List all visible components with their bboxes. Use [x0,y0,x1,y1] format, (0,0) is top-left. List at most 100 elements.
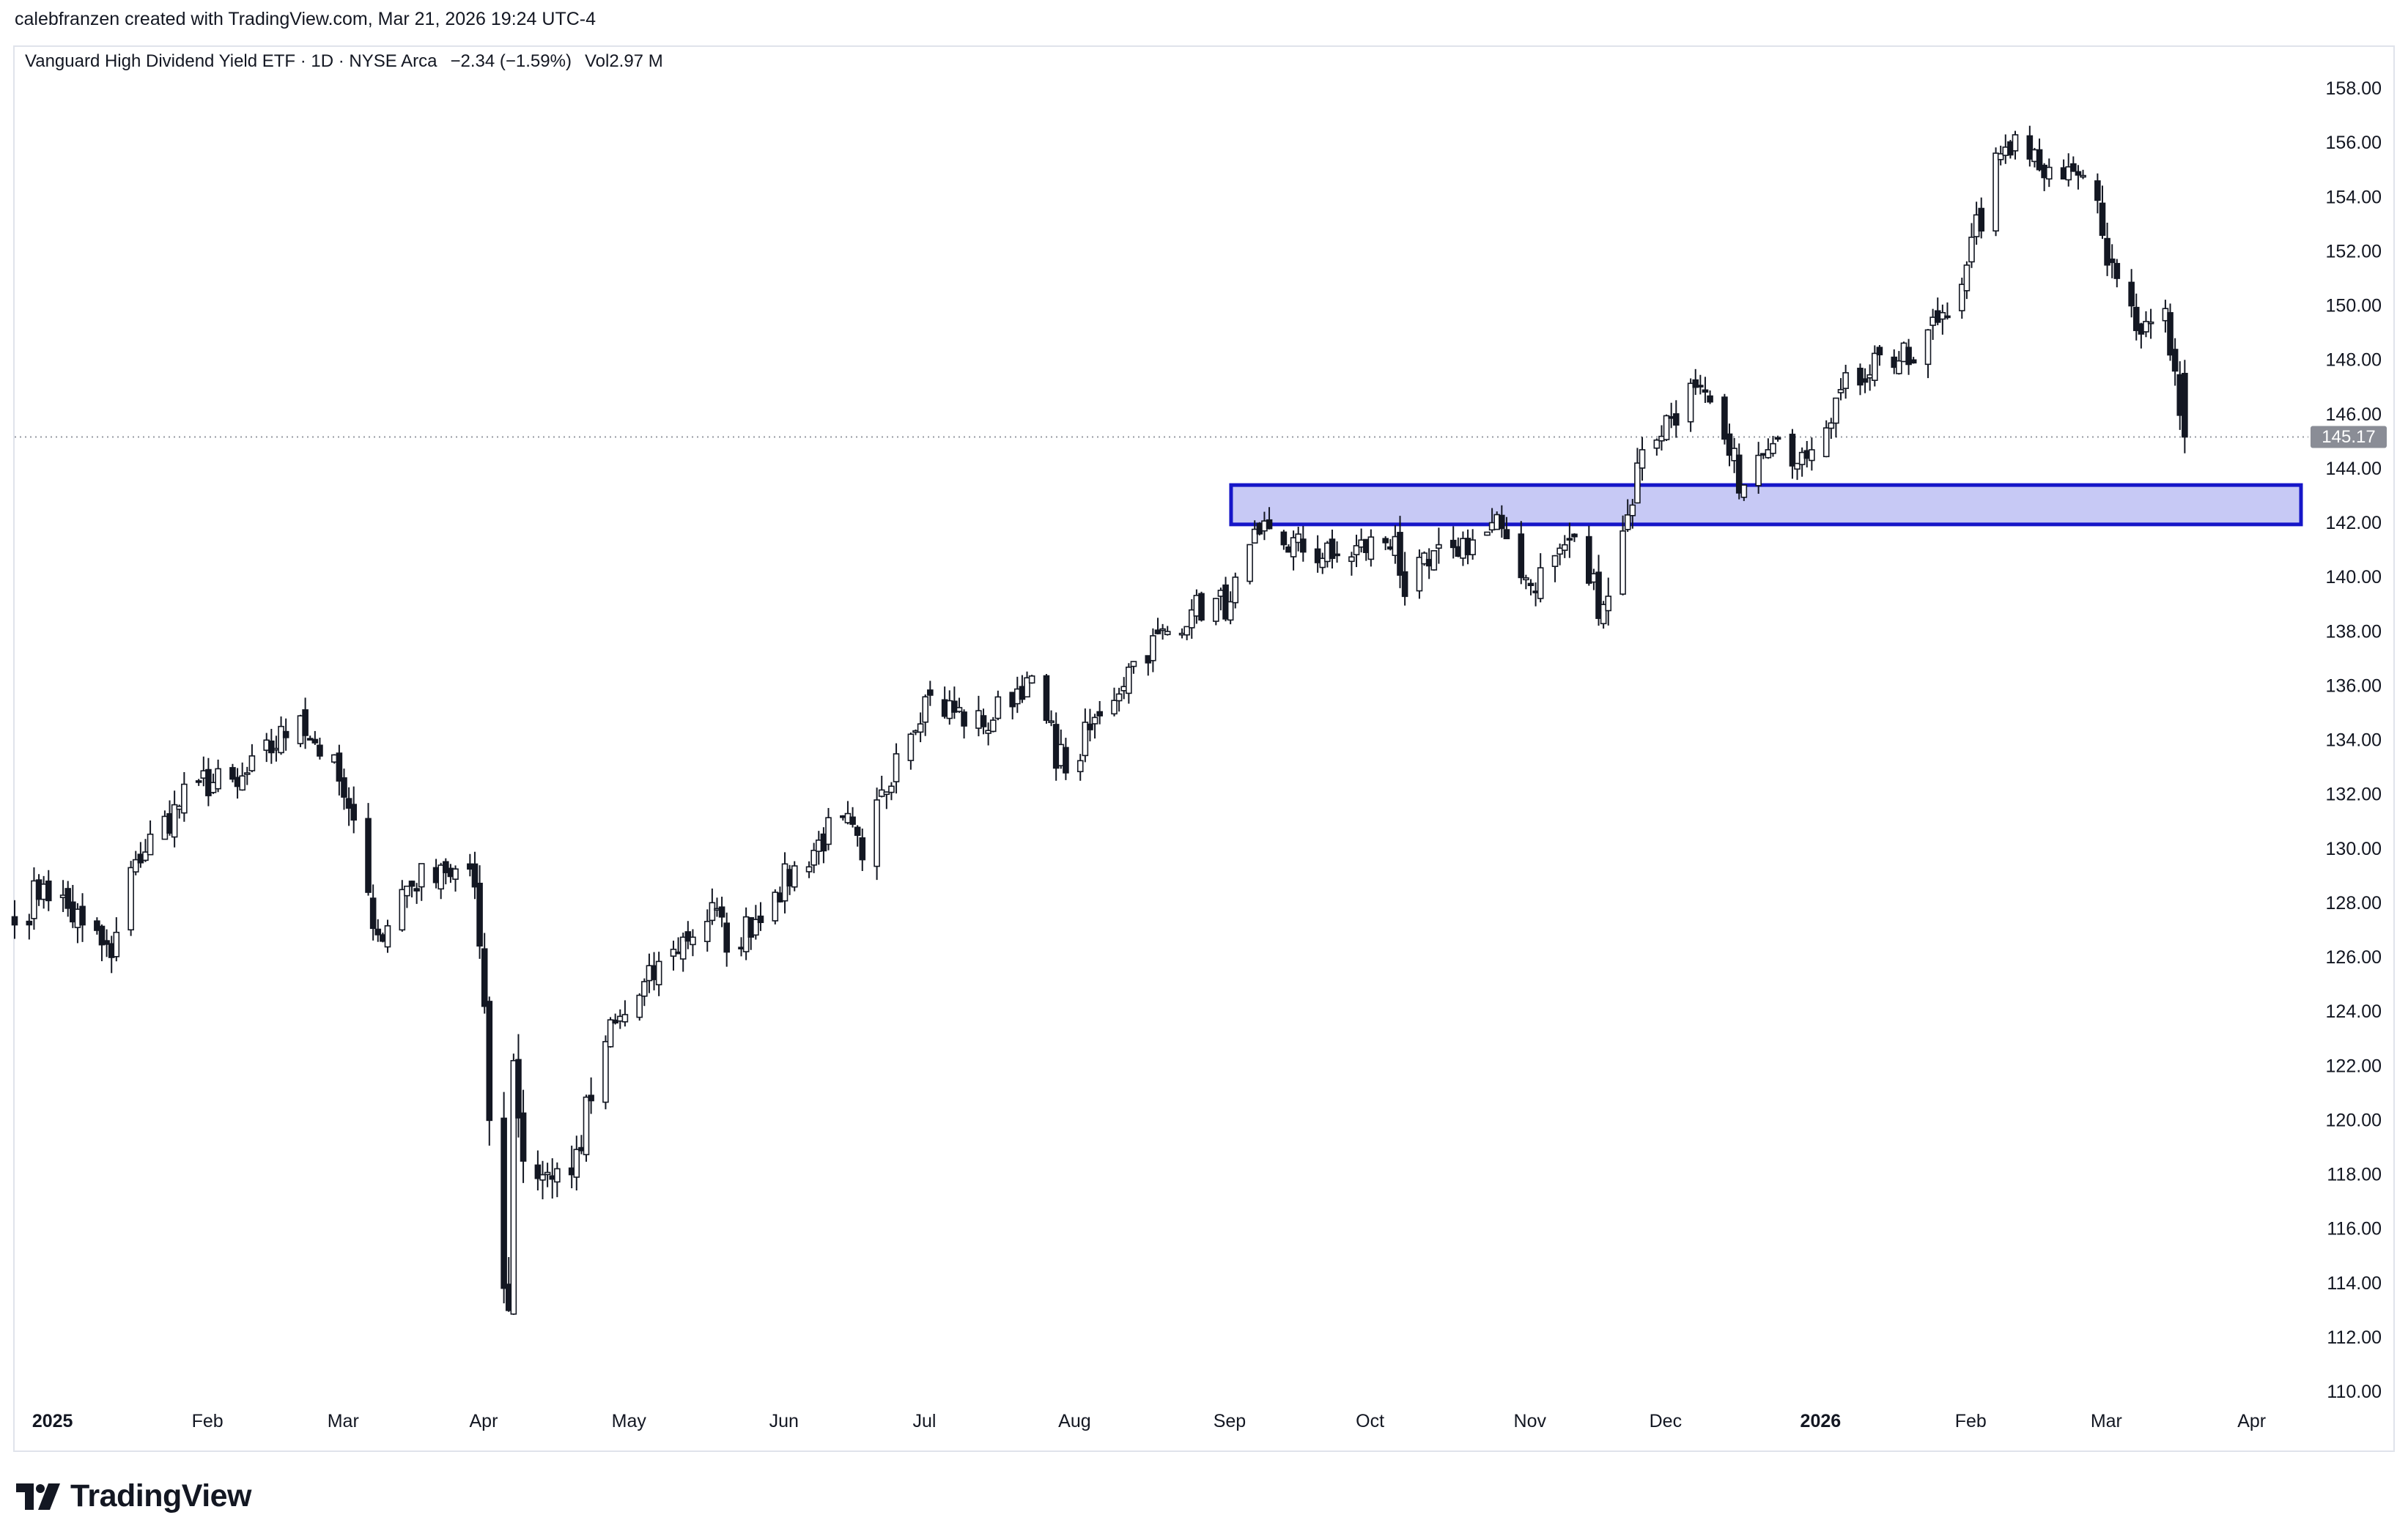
time-tick-label: Jun [769,1411,799,1431]
candle-body-up [1115,693,1123,702]
candle-body-down [317,744,323,757]
candle [1992,147,1999,237]
candle [1130,661,1137,674]
candle-body-up [2045,166,2053,180]
candle [1726,423,1733,467]
price-tick-label: 130.00 [2326,839,2382,859]
candle [1499,505,1505,538]
candle-body-down [961,711,967,727]
candle [171,790,178,848]
candle-body-up [907,733,915,761]
candle [2026,125,2034,167]
candle-body-up [1076,760,1084,773]
candle [384,919,391,953]
candle-body-down [1707,395,1713,403]
candle-body-down [1154,629,1161,634]
candle [1687,378,1694,432]
candle-body-up [874,799,880,867]
candle-body-down [1978,207,1985,232]
candles [11,125,2188,1315]
candle [1697,374,1704,395]
candle-body-down [2108,258,2116,264]
candle [418,863,425,901]
candle [1503,516,1510,540]
candle [1198,591,1205,622]
candle [486,996,493,1146]
candle [2143,311,2149,338]
candle-body-up [602,1041,609,1103]
candle [772,889,779,925]
candle [1566,522,1573,558]
candle-body-down [1861,378,1869,383]
candle [690,929,696,957]
candle [215,759,221,793]
candle-body-up [1992,152,1999,232]
candle-body-down [1518,533,1525,579]
candle [282,718,289,751]
candle [2075,165,2082,190]
candle [248,744,256,773]
candle-body-up [2143,321,2149,333]
candle [1939,304,1946,335]
candle [1126,663,1132,704]
price-tick-label: 132.00 [2326,785,2382,805]
candle-body-up [922,696,929,723]
candle [2171,338,2179,386]
candle-body-down [413,888,420,892]
price-tick-label: 122.00 [2326,1056,2382,1076]
last-price-label: 145.17 [2322,427,2375,447]
candle [1629,499,1636,529]
candle-body-up [215,768,221,790]
candle [927,681,934,706]
candle-body-down [1692,379,1699,388]
candle [539,1160,546,1200]
candle-body-down [501,1117,507,1289]
candle-body-down [2026,135,2034,160]
candle [1822,420,1830,458]
candle-body-up [1639,449,1646,469]
candle-body-down [2070,163,2077,172]
candle [2108,244,2116,278]
price-tick-label: 156.00 [2326,133,2382,153]
candle-body-up [1348,556,1355,563]
candle [79,893,86,942]
candle [2147,308,2154,339]
candle [670,941,677,971]
candle-body-down [1280,531,1288,546]
candle-body-down [336,752,343,782]
time-tick-label: Feb [1955,1411,1987,1431]
time-tick-label: Oct [1356,1411,1384,1431]
candle-body-up [888,785,895,793]
candle [1518,521,1525,585]
candle-body-up [1232,577,1239,604]
candle [1595,555,1602,626]
candle-body-down [1721,396,1728,440]
candle-body-up [1663,415,1670,440]
candle-body-up [607,1019,614,1048]
candle [1561,535,1568,558]
candle [1353,534,1360,568]
candle [501,1092,507,1304]
candle-body-down [534,1164,542,1179]
candle-body-up [917,723,924,733]
candle-body-down [684,931,692,942]
candle [1087,708,1093,741]
candle-body-up [1822,427,1830,458]
candle [2182,360,2188,453]
candle-body-down [1329,538,1336,559]
candle [1436,527,1442,564]
time-tick-label: Mar [2091,1411,2122,1431]
candle [1794,462,1801,481]
candle [147,820,154,856]
candle-body-up [1561,544,1568,551]
candle [1740,484,1748,501]
price-tick-label: 148.00 [2326,350,2382,371]
candle [583,1094,590,1162]
candle-body-down [1876,347,1883,356]
candle-body-up [825,817,832,845]
candle [1872,345,1878,387]
candle-body-down [94,920,100,931]
candle [1905,338,1912,375]
candle-body-up [1620,530,1626,595]
